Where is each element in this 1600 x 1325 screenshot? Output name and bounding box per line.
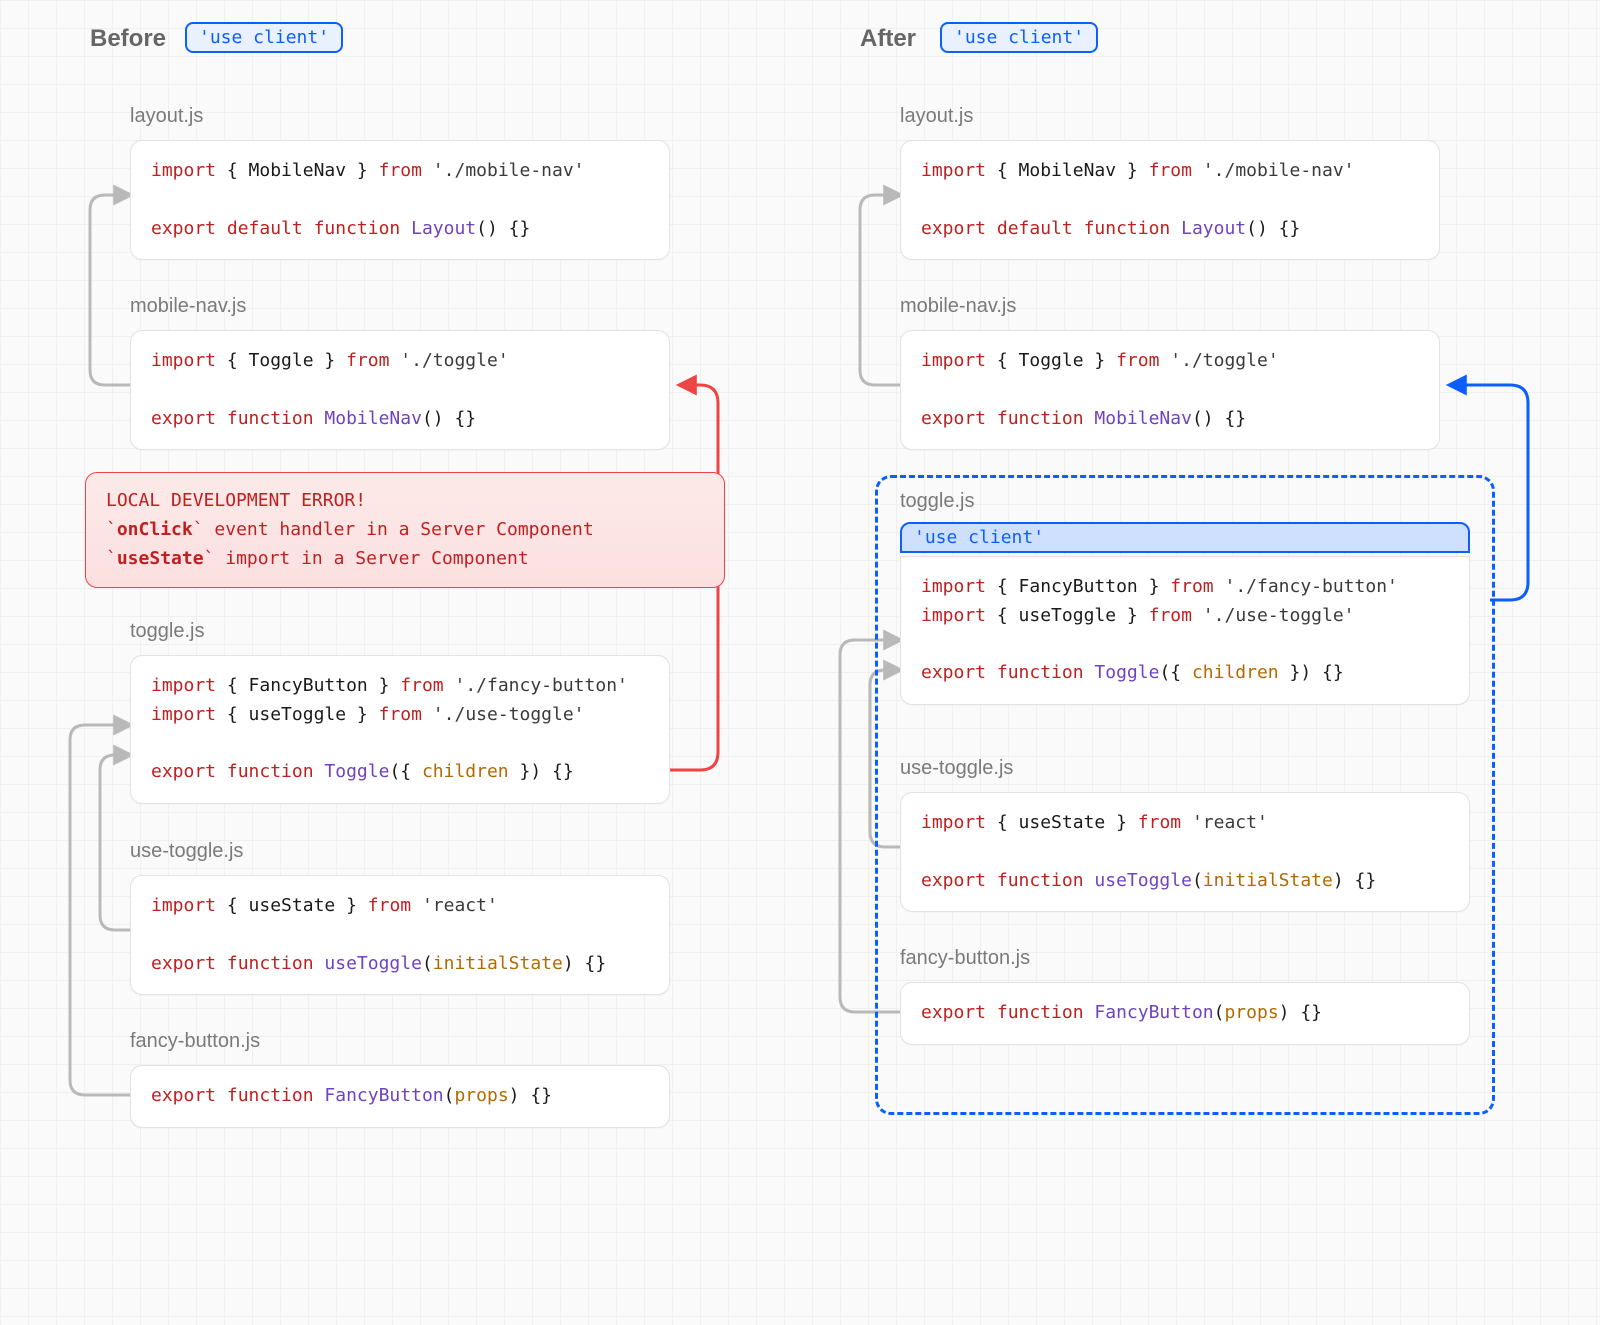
error-title: LOCAL DEVELOPMENT ERROR! bbox=[106, 487, 704, 516]
card-after-toggle: import { FancyButton } from './fancy-but… bbox=[900, 556, 1470, 705]
card-before-fancybtn: export function FancyButton(props) {} bbox=[130, 1065, 670, 1128]
file-label-after-fancybtn: fancy-button.js bbox=[900, 947, 1030, 970]
error-card: LOCAL DEVELOPMENT ERROR! `onClick` event… bbox=[85, 472, 725, 588]
after-use-client-badge: 'use client' bbox=[940, 22, 1098, 53]
after-toggle-use-client-directive: 'use client' bbox=[900, 522, 1470, 553]
arrow-before-toggle-fancybtn bbox=[70, 725, 130, 1095]
card-after-usetoggle: import { useState } from 'react' export … bbox=[900, 792, 1470, 912]
file-label-after-toggle: toggle.js bbox=[900, 490, 975, 513]
before-use-client-badge: 'use client' bbox=[185, 22, 343, 53]
file-label-before-fancybtn: fancy-button.js bbox=[130, 1030, 260, 1053]
card-after-mobilenav: import { Toggle } from './toggle' export… bbox=[900, 330, 1440, 450]
file-label-before-mobilenav: mobile-nav.js bbox=[130, 295, 246, 318]
before-header: Before bbox=[90, 25, 166, 53]
file-label-before-toggle: toggle.js bbox=[130, 620, 205, 643]
card-after-layout: import { MobileNav } from './mobile-nav'… bbox=[900, 140, 1440, 260]
arrow-before-toggle-usetoggle bbox=[100, 755, 130, 930]
arrow-after-layout-mobilenav bbox=[860, 195, 900, 385]
after-header: After bbox=[860, 25, 916, 53]
file-label-after-usetoggle: use-toggle.js bbox=[900, 757, 1013, 780]
card-before-toggle: import { FancyButton } from './fancy-but… bbox=[130, 655, 670, 804]
card-before-mobilenav: import { Toggle } from './toggle' export… bbox=[130, 330, 670, 450]
file-label-after-mobilenav: mobile-nav.js bbox=[900, 295, 1016, 318]
card-after-fancybtn: export function FancyButton(props) {} bbox=[900, 982, 1470, 1045]
file-label-before-layout: layout.js bbox=[130, 105, 203, 128]
file-label-before-usetoggle: use-toggle.js bbox=[130, 840, 243, 863]
card-before-layout: import { MobileNav } from './mobile-nav'… bbox=[130, 140, 670, 260]
card-before-usetoggle: import { useState } from 'react' export … bbox=[130, 875, 670, 995]
arrow-before-layout-mobilenav bbox=[90, 195, 130, 385]
file-label-after-layout: layout.js bbox=[900, 105, 973, 128]
